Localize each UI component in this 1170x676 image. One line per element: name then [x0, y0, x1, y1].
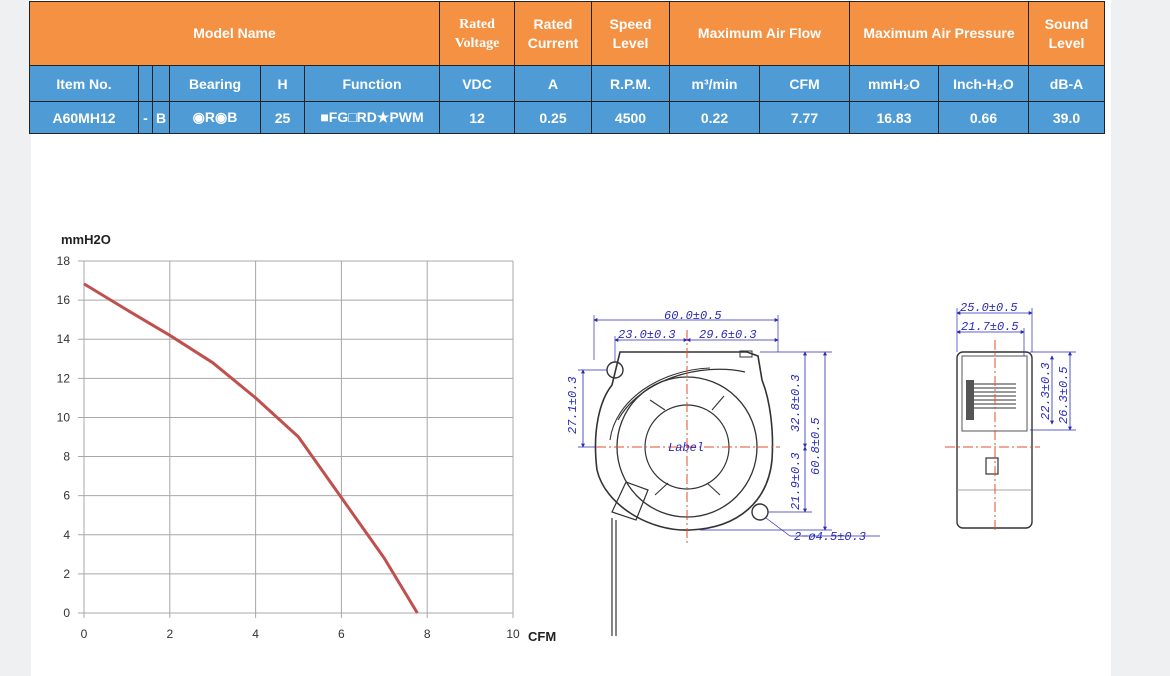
- dim-side-h2: 26.3±0.5: [1057, 366, 1071, 424]
- dim-total-height: 60.8±0.5: [809, 417, 823, 475]
- x-axis-label: CFM: [528, 629, 556, 644]
- y-tick-label: 14: [57, 332, 71, 346]
- rated-voltage-header: Rated Voltage: [439, 1, 515, 66]
- front-view: 60.0±0.5 23.0±0.3 29.6±0.3 27.1±0.3 32.8…: [566, 309, 880, 636]
- model-name-header: Model Name: [29, 1, 440, 66]
- side-view: 25.0±0.5 21.7±0.5 22.3±0.3 26.3±0.5: [945, 301, 1076, 530]
- dim-right-upper: 32.8±0.3: [789, 374, 803, 432]
- m3min-header: m³/min: [669, 65, 760, 102]
- b-value: B: [152, 101, 170, 134]
- function-value: ■FG□RD★PWM: [304, 101, 440, 134]
- mmh2o-value: 16.83: [849, 101, 939, 134]
- chart-series: [83, 282, 419, 614]
- bearing-value: ◉R◉B: [169, 101, 261, 134]
- x-tick-label: 4: [252, 627, 259, 641]
- inchh2o-header: Inch-H₂O: [938, 65, 1029, 102]
- dim-side-inner: 21.7±0.5: [961, 320, 1019, 334]
- h-header: H: [260, 65, 305, 102]
- y-tick-label: 8: [63, 450, 70, 464]
- rpm-header: R.P.M.: [591, 65, 670, 102]
- dash-value: -: [138, 101, 153, 134]
- y-tick-label: 16: [57, 293, 71, 307]
- y-tick-label: 6: [63, 489, 70, 503]
- dim-right-offset: 29.6±0.3: [699, 328, 757, 342]
- pq-curve-line: [83, 282, 419, 614]
- max-air-pressure-header: Maximum Air Pressure: [849, 1, 1029, 66]
- function-header: Function: [304, 65, 440, 102]
- dim-left-height: 27.1±0.3: [566, 376, 580, 434]
- x-tick-label: 2: [166, 627, 173, 641]
- dim-left-offset: 23.0±0.3: [618, 328, 676, 342]
- h-value: 25: [260, 101, 305, 134]
- y-tick-label: 10: [57, 410, 71, 424]
- cfm-header: CFM: [759, 65, 850, 102]
- m3min-value: 0.22: [669, 101, 760, 134]
- inchh2o-value: 0.66: [938, 101, 1029, 134]
- dba-value: 39.0: [1028, 101, 1105, 134]
- dim-right-lower: 21.9±0.3: [789, 452, 803, 510]
- y-axis-label: mmH2O: [61, 232, 111, 247]
- x-tick-label: 8: [424, 627, 431, 641]
- dim-holes: 2−ø4.5±0.3: [794, 530, 866, 544]
- y-tick-label: 18: [57, 254, 71, 268]
- x-tick-label: 6: [338, 627, 345, 641]
- max-air-flow-header: Maximum Air Flow: [669, 1, 850, 66]
- dim-side-total: 25.0±0.5: [960, 301, 1018, 315]
- label-text: Label: [668, 441, 704, 455]
- dim-side-h1: 22.3±0.3: [1039, 362, 1053, 420]
- sound-level-header: Sound Level: [1028, 1, 1105, 66]
- rpm-value: 4500: [591, 101, 670, 134]
- vdc-value: 12: [439, 101, 515, 134]
- x-tick-label: 0: [81, 627, 88, 641]
- y-tick-label: 12: [57, 371, 71, 385]
- y-tick-label: 2: [63, 567, 70, 581]
- rated-current-header: Rated Current: [514, 1, 592, 66]
- chart-ticks: 0 2 4 6 8 10 12 14 16 18 0 2 4 6 8 10: [57, 254, 520, 641]
- y-tick-label: 0: [63, 606, 70, 620]
- spec-table: Model Name Rated Voltage Rated Current S…: [29, 1, 1105, 134]
- mount-hole-bottom: [751, 503, 769, 521]
- item-no-header: Item No.: [29, 65, 139, 102]
- y-tick-label: 4: [63, 528, 70, 542]
- speed-level-header: Speed Level: [591, 1, 670, 66]
- table-row: A60MH12 - B ◉R◉B 25 ■FG□RD★PWM 12 0.25 4…: [29, 101, 1105, 134]
- dim-overall-width: 60.0±0.5: [664, 309, 722, 323]
- x-tick-label: 10: [506, 627, 520, 641]
- chart-grid: [78, 260, 514, 618]
- mmh2o-header: mmH₂O: [849, 65, 939, 102]
- item-no-value: A60MH12: [29, 101, 139, 134]
- vdc-header: VDC: [439, 65, 515, 102]
